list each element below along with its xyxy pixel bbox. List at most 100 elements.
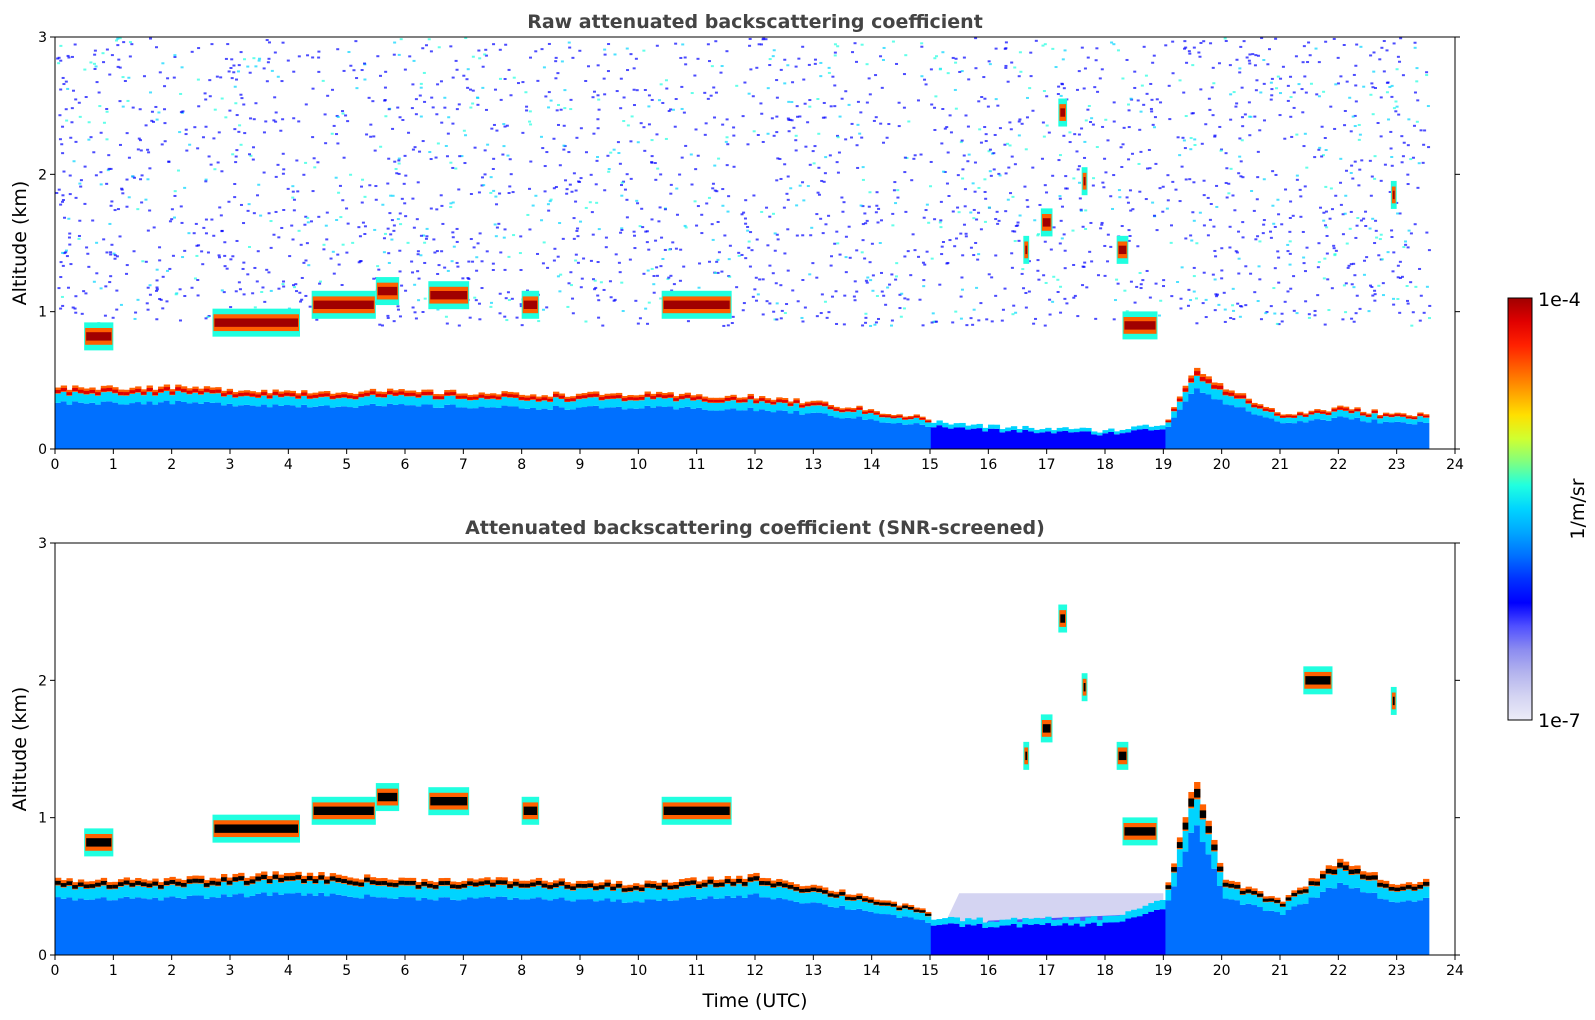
noise-pixel [796,300,800,303]
bl-column-mid [982,922,989,928]
noise-pixel [1059,311,1063,314]
noise-pixel [639,122,643,125]
noise-pixel [1362,85,1366,88]
noise-pixel [219,76,223,79]
noise-pixel [829,105,833,108]
noise-pixel [1125,310,1129,313]
bl-column-mid [100,885,108,898]
bl-column-mid [598,889,606,901]
noise-pixel [742,211,746,214]
noise-pixel [318,282,322,285]
noise-pixel [860,136,864,139]
bl-column-lower [936,425,943,449]
noise-pixel [1185,61,1189,64]
bl-column-core [198,391,205,395]
bl-column-mid [988,921,995,928]
noise-pixel [57,188,61,191]
noise-pixel [861,205,865,208]
noise-pixel [403,154,407,157]
bl-column-core [524,397,531,401]
bl-column-mid [266,883,274,896]
bl-column-lower [896,422,903,449]
bl-column-mid [587,397,594,407]
noise-pixel [68,243,72,246]
noise-pixel [499,251,503,254]
bl-column-core [644,393,651,397]
bl-column-mid [690,400,697,409]
noise-pixel [932,320,936,323]
bl-column-lower [942,924,949,955]
noise-pixel [276,163,280,166]
noise-pixel [836,242,840,245]
bl-column-mid [249,884,256,896]
bl-column-lower [1348,419,1355,449]
cloud-core [1042,724,1051,733]
noise-pixel [1169,241,1173,244]
noise-pixel [954,61,958,64]
noise-pixel [1409,158,1413,161]
noise-pixel [483,149,487,152]
bl-column-core [844,896,852,900]
noise-pixel [789,187,793,190]
bl-column-mid [1388,417,1396,423]
noise-pixel [269,220,273,223]
bl-column-lower [1022,429,1029,449]
bl-column-core [427,391,434,395]
bl-column-core [364,392,371,396]
cloud-core [1392,190,1395,200]
noise-pixel [596,294,600,297]
bl-column-mid [312,883,319,896]
noise-pixel [1343,124,1347,127]
noise-pixel [960,276,964,279]
noise-pixel [556,72,560,75]
noise-pixel [59,203,63,206]
noise-pixel [1355,294,1359,297]
bl-column-lower [364,894,371,955]
bl-column-core [1342,865,1350,871]
noise-pixel [1016,221,1020,224]
noise-pixel [467,260,471,263]
noise-pixel [646,322,650,325]
bl-column-core [1365,414,1373,417]
noise-pixel [1009,192,1013,195]
bl-column-lower [301,895,308,955]
bl-column-mid [638,400,646,409]
noise-pixel [795,234,799,237]
noise-pixel [105,110,109,113]
bl-column-lower [575,407,583,449]
noise-pixel [174,293,178,296]
noise-pixel [1148,167,1152,170]
noise-pixel [1276,250,1280,253]
bl-column-mid [615,888,623,900]
bl-column-mid [1319,879,1327,892]
noise-pixel [462,74,466,77]
bl-column-lower [593,405,600,449]
noise-pixel [64,251,68,254]
noise-pixel [449,206,453,209]
noise-pixel [723,234,727,237]
noise-pixel [1159,299,1163,302]
noise-pixel [1284,188,1288,191]
bl-column-lower [925,922,932,955]
noise-pixel [1125,58,1129,61]
bl-column-mid [461,888,468,900]
noise-pixel [1273,267,1277,270]
bl-column-mid [60,887,68,899]
noise-pixel [1191,211,1195,214]
bl-column-core [707,399,714,403]
bl-column-lower [787,413,794,449]
bl-column-lower [690,896,697,955]
noise-pixel [1404,240,1408,243]
bl-column-lower [238,893,245,955]
noise-pixel [145,302,149,305]
noise-pixel [877,207,881,210]
noise-pixel [107,167,111,170]
bl-column-lower [1297,904,1304,955]
bl-column-mid [718,402,726,411]
bl-column-core [72,387,79,392]
noise-pixel [1313,309,1317,312]
cloud-core [1392,696,1395,706]
noise-pixel [230,77,234,80]
noise-pixel [469,106,473,109]
bl-column-mid [713,887,720,899]
